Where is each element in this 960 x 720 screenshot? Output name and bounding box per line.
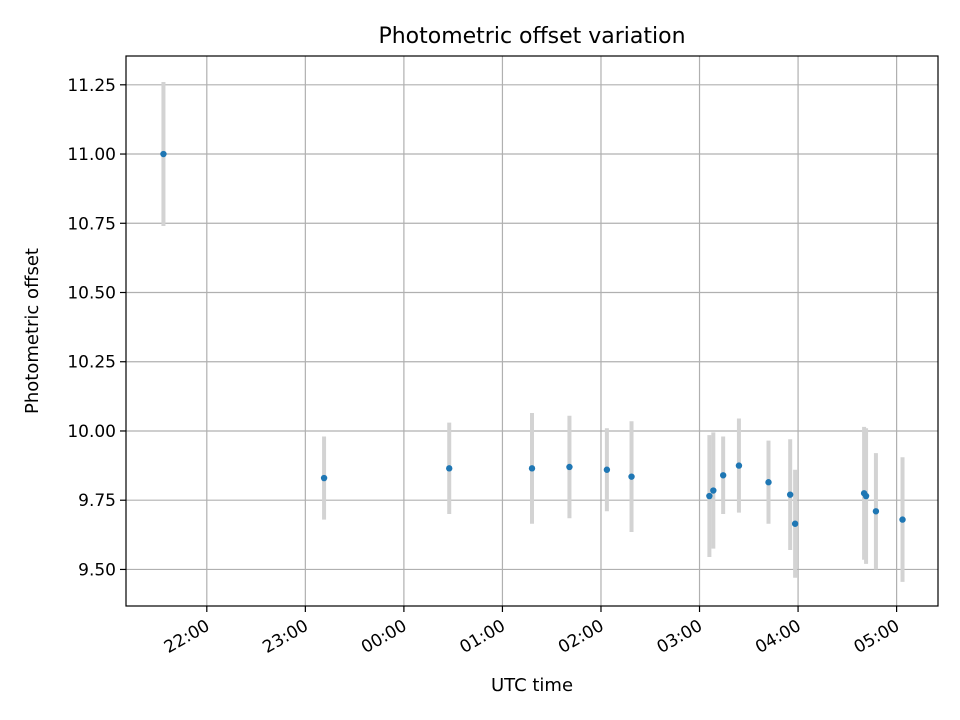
y-tick-label: 11.00 [67, 145, 116, 165]
data-point [320, 474, 328, 482]
grid [126, 56, 938, 606]
data-point [899, 516, 906, 523]
data-point [446, 465, 453, 472]
y-tick-label: 10.25 [67, 353, 116, 373]
data-point [628, 473, 635, 480]
data-point [706, 492, 713, 500]
data-point [791, 520, 799, 527]
data-point [786, 491, 794, 498]
data-point [160, 150, 167, 158]
data-point [528, 465, 536, 472]
y-tick-label: 9.75 [78, 491, 116, 511]
plot-frame [125, 55, 939, 607]
y-tick-label: 10.75 [67, 214, 116, 234]
y-tick-label: 10.50 [67, 284, 116, 304]
y-tick-label: 11.25 [67, 76, 116, 96]
x-axis-label: UTC time [491, 675, 573, 696]
data-point [862, 492, 870, 500]
chart-title: Photometric offset variation [378, 24, 685, 49]
y-tick-label: 9.50 [78, 560, 116, 580]
y-axis: 9.50 9.75 10.00 10.25 10.50 10.75 11.00 11.25 [67, 76, 126, 580]
data-point [719, 472, 727, 479]
data-points [160, 150, 906, 527]
data-point [872, 508, 880, 515]
y-tick-label: 10.00 [67, 422, 116, 442]
data-point [566, 463, 573, 471]
y-axis-label: Photometric offset [22, 248, 43, 414]
data-point [603, 466, 611, 473]
data-point [765, 479, 772, 486]
data-point [710, 487, 717, 494]
data-point [735, 462, 743, 469]
